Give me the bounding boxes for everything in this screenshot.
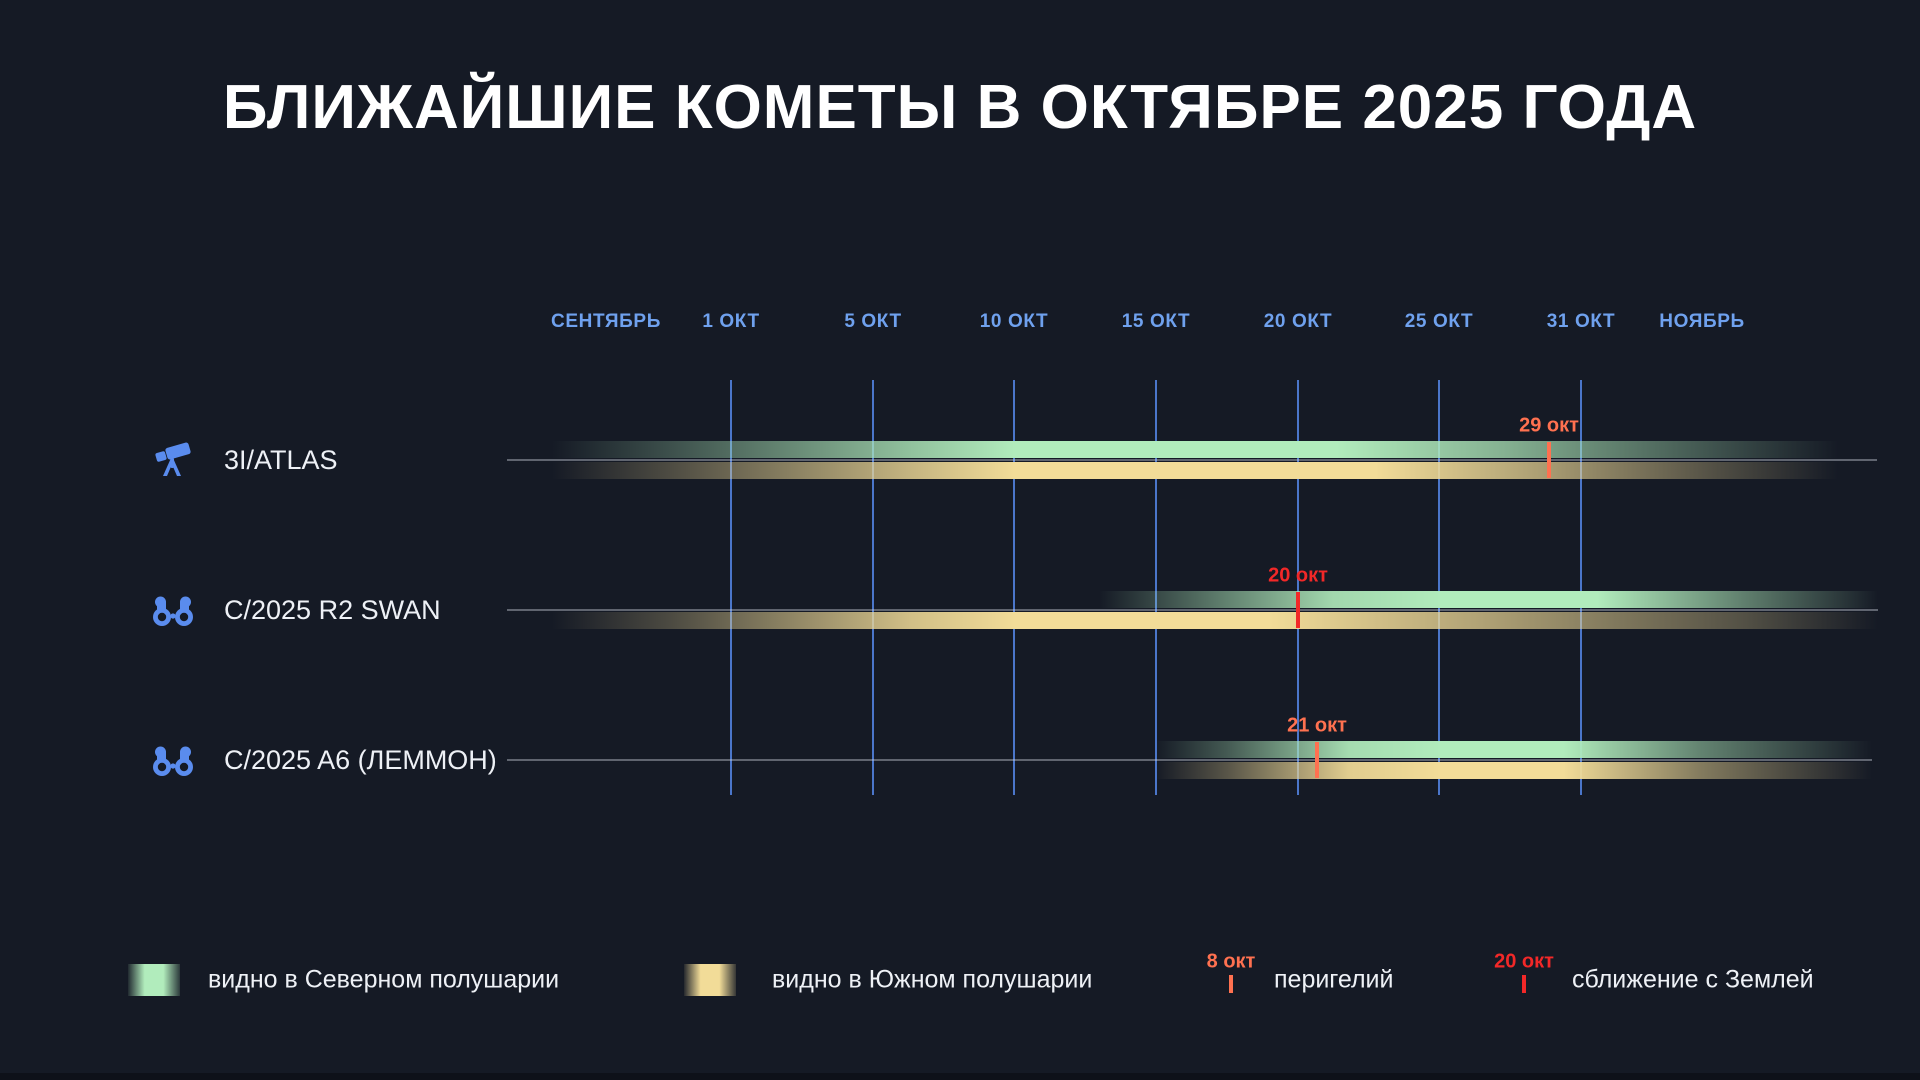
legend-label: перигелий [1274, 965, 1394, 994]
canvas-edge [0, 1073, 1920, 1080]
legend-label: видно в Южном полушарии [772, 965, 1093, 994]
axis-tick-label: НОЯБРЬ [1659, 311, 1745, 332]
gridline [1155, 380, 1157, 795]
event-marker-tick [1315, 742, 1319, 778]
timeline-axis-line [507, 609, 1878, 611]
visibility-bar-north [552, 441, 1838, 458]
comet-name: 3I/ATLAS [224, 444, 338, 475]
legend-swatch-yellow [684, 964, 736, 996]
axis-tick-label: 31 ОКТ [1546, 311, 1616, 332]
axis-tick-label: 1 ОКТ [702, 311, 760, 332]
axis-tick-label: 20 ОКТ [1263, 311, 1333, 332]
comet-row-label: 3I/ATLAS [152, 442, 338, 478]
binoculars-icon [152, 592, 194, 628]
visibility-bar-south [552, 462, 1838, 479]
event-marker-tick [1296, 592, 1300, 628]
comet-row-label: C/2025 A6 (ЛЕММОН) [152, 742, 497, 778]
binoculars-icon [152, 742, 194, 778]
gridline [730, 380, 732, 795]
gridline [1013, 380, 1015, 795]
legend-marker-date: 20 окт [1494, 950, 1554, 973]
axis-tick-label: 5 ОКТ [844, 311, 902, 332]
visibility-bar-south [1155, 762, 1872, 779]
timeline-axis-line [507, 459, 1877, 461]
event-marker-date: 29 окт [1519, 414, 1579, 437]
gridline [1438, 380, 1440, 795]
event-marker-date: 21 окт [1287, 714, 1347, 737]
event-marker-date: 20 окт [1268, 564, 1328, 587]
visibility-bar-south [552, 612, 1878, 629]
comet-row-label: C/2025 R2 SWAN [152, 592, 441, 628]
comet-name: C/2025 R2 SWAN [224, 594, 441, 625]
comet-name: C/2025 A6 (ЛЕММОН) [224, 744, 497, 775]
axis-tick-label: СЕНТЯБРЬ [551, 311, 661, 332]
axis-tick-label: 10 ОКТ [979, 311, 1049, 332]
page-title: БЛИЖАЙШИЕ КОМЕТЫ В ОКТЯБРЕ 2025 ГОДА [222, 73, 1698, 142]
timeline-axis-line [507, 759, 1872, 761]
legend-label: сближение с Землей [1572, 965, 1814, 994]
legend-marker-tick [1229, 975, 1233, 993]
telescope-icon [152, 442, 194, 478]
visibility-bar-north [1155, 741, 1872, 758]
legend-marker-date: 8 окт [1206, 950, 1256, 973]
event-marker-tick [1547, 442, 1551, 478]
legend-label: видно в Северном полушарии [208, 965, 560, 994]
gridline [872, 380, 874, 795]
legend-swatch-green [128, 964, 180, 996]
axis-tick-label: 25 ОКТ [1404, 311, 1474, 332]
gridline [1580, 380, 1582, 795]
legend-marker-tick [1522, 975, 1526, 993]
gridline [1297, 380, 1299, 795]
visibility-bar-north [1099, 591, 1878, 608]
axis-tick-label: 15 ОКТ [1121, 311, 1191, 332]
